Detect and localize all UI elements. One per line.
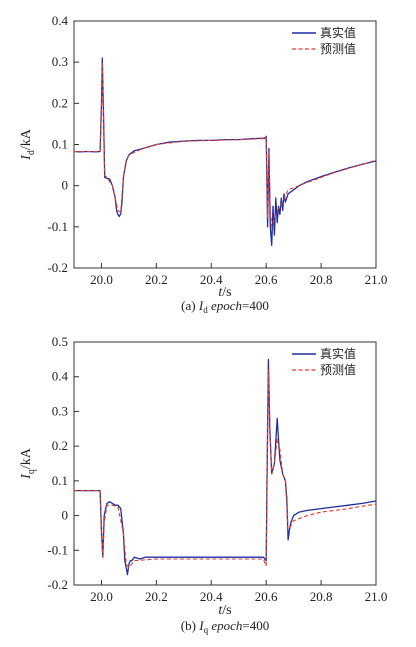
plot-frame [73,341,377,586]
x-tick-label: 20.0 [90,272,113,287]
legend-label-0: 真实值 [320,25,356,40]
x-tick-label: 20.6 [255,589,278,604]
y-tick-label: 0.3 [52,54,68,69]
series-line-1 [74,369,376,569]
x-axis-label: t/s [218,603,231,618]
x-tick-label: 21.0 [365,272,388,287]
legend-label-1: 预测值 [320,41,356,56]
x-tick-label: 20.8 [310,272,333,287]
x-axis-label: t/s [218,285,231,300]
y-tick-label: -0.2 [47,260,68,275]
legend-label-1: 预测值 [320,362,356,377]
y-tick-label: 0 [62,508,69,523]
series-line-0 [74,57,376,247]
chart-panel-0: 20.0 20.2 20.4 20.6 20.8 21.0 -0.2 -0.1 0 0.1 0.2 0… [19,13,387,315]
y-tick-label: 0 [62,178,69,193]
y-tick-label: -0.1 [47,219,68,234]
y-tick-label: -0.1 [47,542,68,557]
x-tick-label: 20.4 [200,272,223,287]
plot-frame [73,20,377,269]
legend-label-0: 真实值 [320,346,356,361]
x-tick-label: 21.0 [365,589,388,604]
x-tick-label: 20.0 [90,589,113,604]
y-tick-label: 0.2 [52,95,68,110]
x-tick-label: 20.6 [255,272,278,287]
y-tick-label: 0.4 [52,369,69,384]
x-tick-label: 20.4 [200,589,223,604]
y-axis-label: Iq/kA [19,447,37,480]
series-line-0 [74,358,376,576]
y-tick-label: 0.3 [52,403,68,418]
y-tick-label: -0.2 [47,577,68,592]
x-tick-label: 20.2 [145,589,168,604]
x-tick-label: 20.2 [145,272,168,287]
y-tick-label: 0.2 [52,438,68,453]
y-tick-label: 0.5 [52,334,68,349]
chart-panel-1: 20.0 20.2 20.4 20.6 20.8 21.0 -0.2 -0.1 0 0.1 0.2 0… [19,334,387,635]
y-tick-label: 0.4 [52,13,69,28]
y-axis-label: Id/kA [19,128,37,161]
y-tick-label: 0.1 [52,473,68,488]
x-tick-label: 20.8 [310,589,333,604]
y-tick-label: 0.1 [52,137,68,152]
series-line-1 [74,61,376,228]
figure-caption: (a) Id epoch=400 [181,298,269,315]
figure-caption: (b) Iq epoch=400 [181,618,269,635]
